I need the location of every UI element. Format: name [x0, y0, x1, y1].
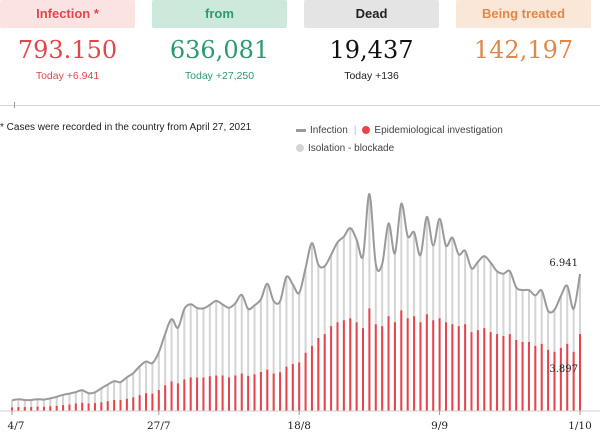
card-dead-value: 19,437	[329, 36, 414, 64]
isolation-dot-swatch	[296, 144, 304, 153]
legend-separator: |	[353, 125, 357, 136]
card-infection: Infection * 793.150 Today +6.941	[0, 0, 135, 82]
infection-line	[11, 192, 581, 402]
x-tick-label: 27/7	[147, 420, 171, 432]
epi-dot-swatch	[362, 126, 371, 135]
card-dead-label: Dead	[304, 0, 439, 28]
card-dead: Dead 19,437 Today +136	[304, 0, 439, 82]
card-recovered-value: 636,081	[169, 36, 270, 64]
card-dead-today: Today +136	[344, 70, 399, 82]
cases-chart: 4/7 27/7 18/8 9/9 1/10 6.941 3.897	[0, 192, 600, 432]
card-being-treated-label: Being treated	[456, 0, 591, 28]
card-recovered: from 636,081 Today +27,250	[152, 0, 287, 82]
card-infection-today: Today +6.941	[35, 70, 100, 82]
legend-infection-label: Infection	[310, 125, 348, 136]
footnote: * Cases were recorded in the country fro…	[0, 122, 252, 133]
legend-epi-label: Epidemiological investigation	[374, 125, 503, 136]
infection-line-swatch	[296, 128, 306, 132]
card-being-treated: Being treated 142,197	[456, 0, 591, 66]
legend-item-infection[interactable]: Infection	[296, 122, 348, 140]
x-tick-label: 4/7	[8, 420, 25, 432]
legend-item-isolation[interactable]: Isolation - blockade	[296, 140, 394, 158]
divider-tick	[14, 102, 15, 108]
chart-legend: Infection | Epidemiological investigation I…	[296, 122, 598, 158]
x-axis-ticks: 4/7 27/7 18/8 9/9 1/10	[8, 411, 592, 432]
epi-last-value: 3.897	[549, 364, 578, 375]
divider	[0, 105, 600, 106]
x-tick-label: 18/8	[287, 420, 311, 432]
legend-item-epi[interactable]: Epidemiological investigation	[362, 122, 503, 140]
card-being-treated-value: 142,197	[473, 36, 574, 64]
bars-group	[11, 194, 581, 411]
card-infection-value: 793.150	[17, 36, 118, 64]
x-tick-label: 1/10	[568, 420, 592, 432]
x-tick-label: 9/9	[431, 420, 448, 432]
card-recovered-today: Today +27,250	[184, 70, 255, 82]
legend-isolation-label: Isolation - blockade	[308, 143, 395, 154]
card-recovered-label: from	[152, 0, 287, 28]
card-infection-label: Infection *	[0, 0, 135, 28]
infection-last-value: 6.941	[549, 258, 578, 269]
